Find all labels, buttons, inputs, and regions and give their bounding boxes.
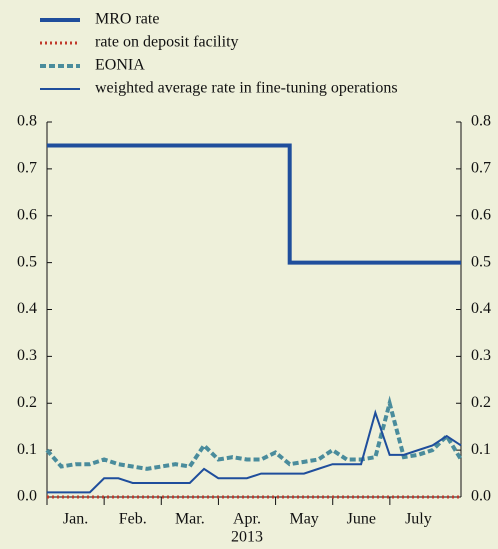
legend-label: MRO rate bbox=[95, 11, 159, 28]
series-line bbox=[47, 143, 461, 265]
legend-label: EONIA bbox=[95, 57, 145, 74]
y2-tick-label: 0.0 bbox=[471, 488, 491, 505]
y2-tick-label: 0.7 bbox=[471, 160, 491, 177]
y2-tick-label: 0.4 bbox=[471, 300, 491, 317]
x-tick-label: July bbox=[405, 511, 432, 528]
y-tick-label: 0.1 bbox=[17, 441, 37, 458]
y-tick-label: 0.7 bbox=[17, 160, 37, 177]
y-tick-label: 0.5 bbox=[17, 253, 37, 270]
y-tick-label: 0.6 bbox=[17, 206, 37, 223]
series-line bbox=[45, 395, 463, 471]
y-tick-label: 0.4 bbox=[17, 300, 37, 317]
x-tick-label: Feb. bbox=[119, 511, 147, 528]
y-tick-label: 0.2 bbox=[17, 394, 37, 411]
legend-label: rate on deposit facility bbox=[95, 34, 239, 51]
x-tick-label: Mar. bbox=[175, 511, 205, 528]
x-tick-label: Apr. bbox=[233, 511, 261, 528]
y-tick-label: 0.3 bbox=[17, 347, 37, 364]
y-tick-label: 0.8 bbox=[17, 113, 37, 130]
x-tick-label: June bbox=[347, 511, 376, 528]
y2-tick-label: 0.5 bbox=[471, 253, 491, 270]
series-line bbox=[47, 409, 462, 494]
y2-tick-label: 0.8 bbox=[471, 113, 491, 130]
y2-tick-label: 0.2 bbox=[471, 394, 491, 411]
x-tick-label: Jan. bbox=[63, 511, 88, 528]
legend-label: weighted average rate in fine-tuning ope… bbox=[95, 80, 398, 97]
x-tick-label: May bbox=[289, 511, 318, 528]
y2-tick-label: 0.3 bbox=[471, 347, 491, 364]
y-tick-label: 0.0 bbox=[17, 488, 37, 505]
y2-tick-label: 0.1 bbox=[471, 441, 491, 458]
y2-tick-label: 0.6 bbox=[471, 206, 491, 223]
x-sublabel: 2013 bbox=[231, 529, 263, 546]
